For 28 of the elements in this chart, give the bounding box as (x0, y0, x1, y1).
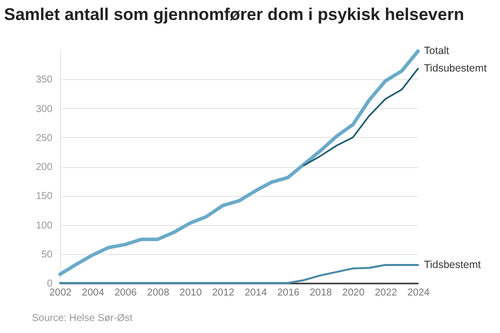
chart-title: Samlet antall som gjennomfører dom i psykisk helsevern (4, 5, 464, 24)
x-tick-label: 2012 (212, 288, 235, 298)
x-tick-label: 2004 (82, 288, 105, 298)
y-tick-label: 100 (36, 220, 53, 232)
x-tick-label: 2018 (310, 288, 332, 298)
y-tick-label: 0 (46, 278, 53, 290)
y-tick-label: 150 (36, 191, 53, 202)
x-tick-label: 2024 (407, 288, 430, 298)
y-tick-label: 300 (36, 104, 53, 115)
series-label: Totalt (424, 45, 450, 58)
x-tick-label: 2014 (244, 288, 268, 298)
source-note: Source: Helse Sør-Øst (32, 313, 133, 324)
y-tick-label: 250 (36, 132, 53, 144)
x-tick-label: 2006 (114, 288, 138, 298)
x-tick-label: 2010 (180, 288, 202, 298)
y-tick-label: 50 (41, 249, 53, 260)
y-tick-label: 350 (36, 74, 53, 86)
x-tick-label: 2022 (374, 288, 398, 298)
y-tick-label: 200 (36, 162, 53, 173)
x-tick-label: 2020 (342, 288, 365, 298)
x-tick-label: 2016 (277, 288, 300, 298)
x-tick-label: 2008 (147, 288, 170, 298)
series-label: Tidsubestemt (424, 62, 487, 75)
x-tick-label: 2002 (49, 288, 72, 298)
line-series (303, 68, 419, 166)
line-series (59, 264, 419, 284)
line-series (58, 49, 420, 276)
series-label: Tidsbestemt (424, 258, 481, 271)
